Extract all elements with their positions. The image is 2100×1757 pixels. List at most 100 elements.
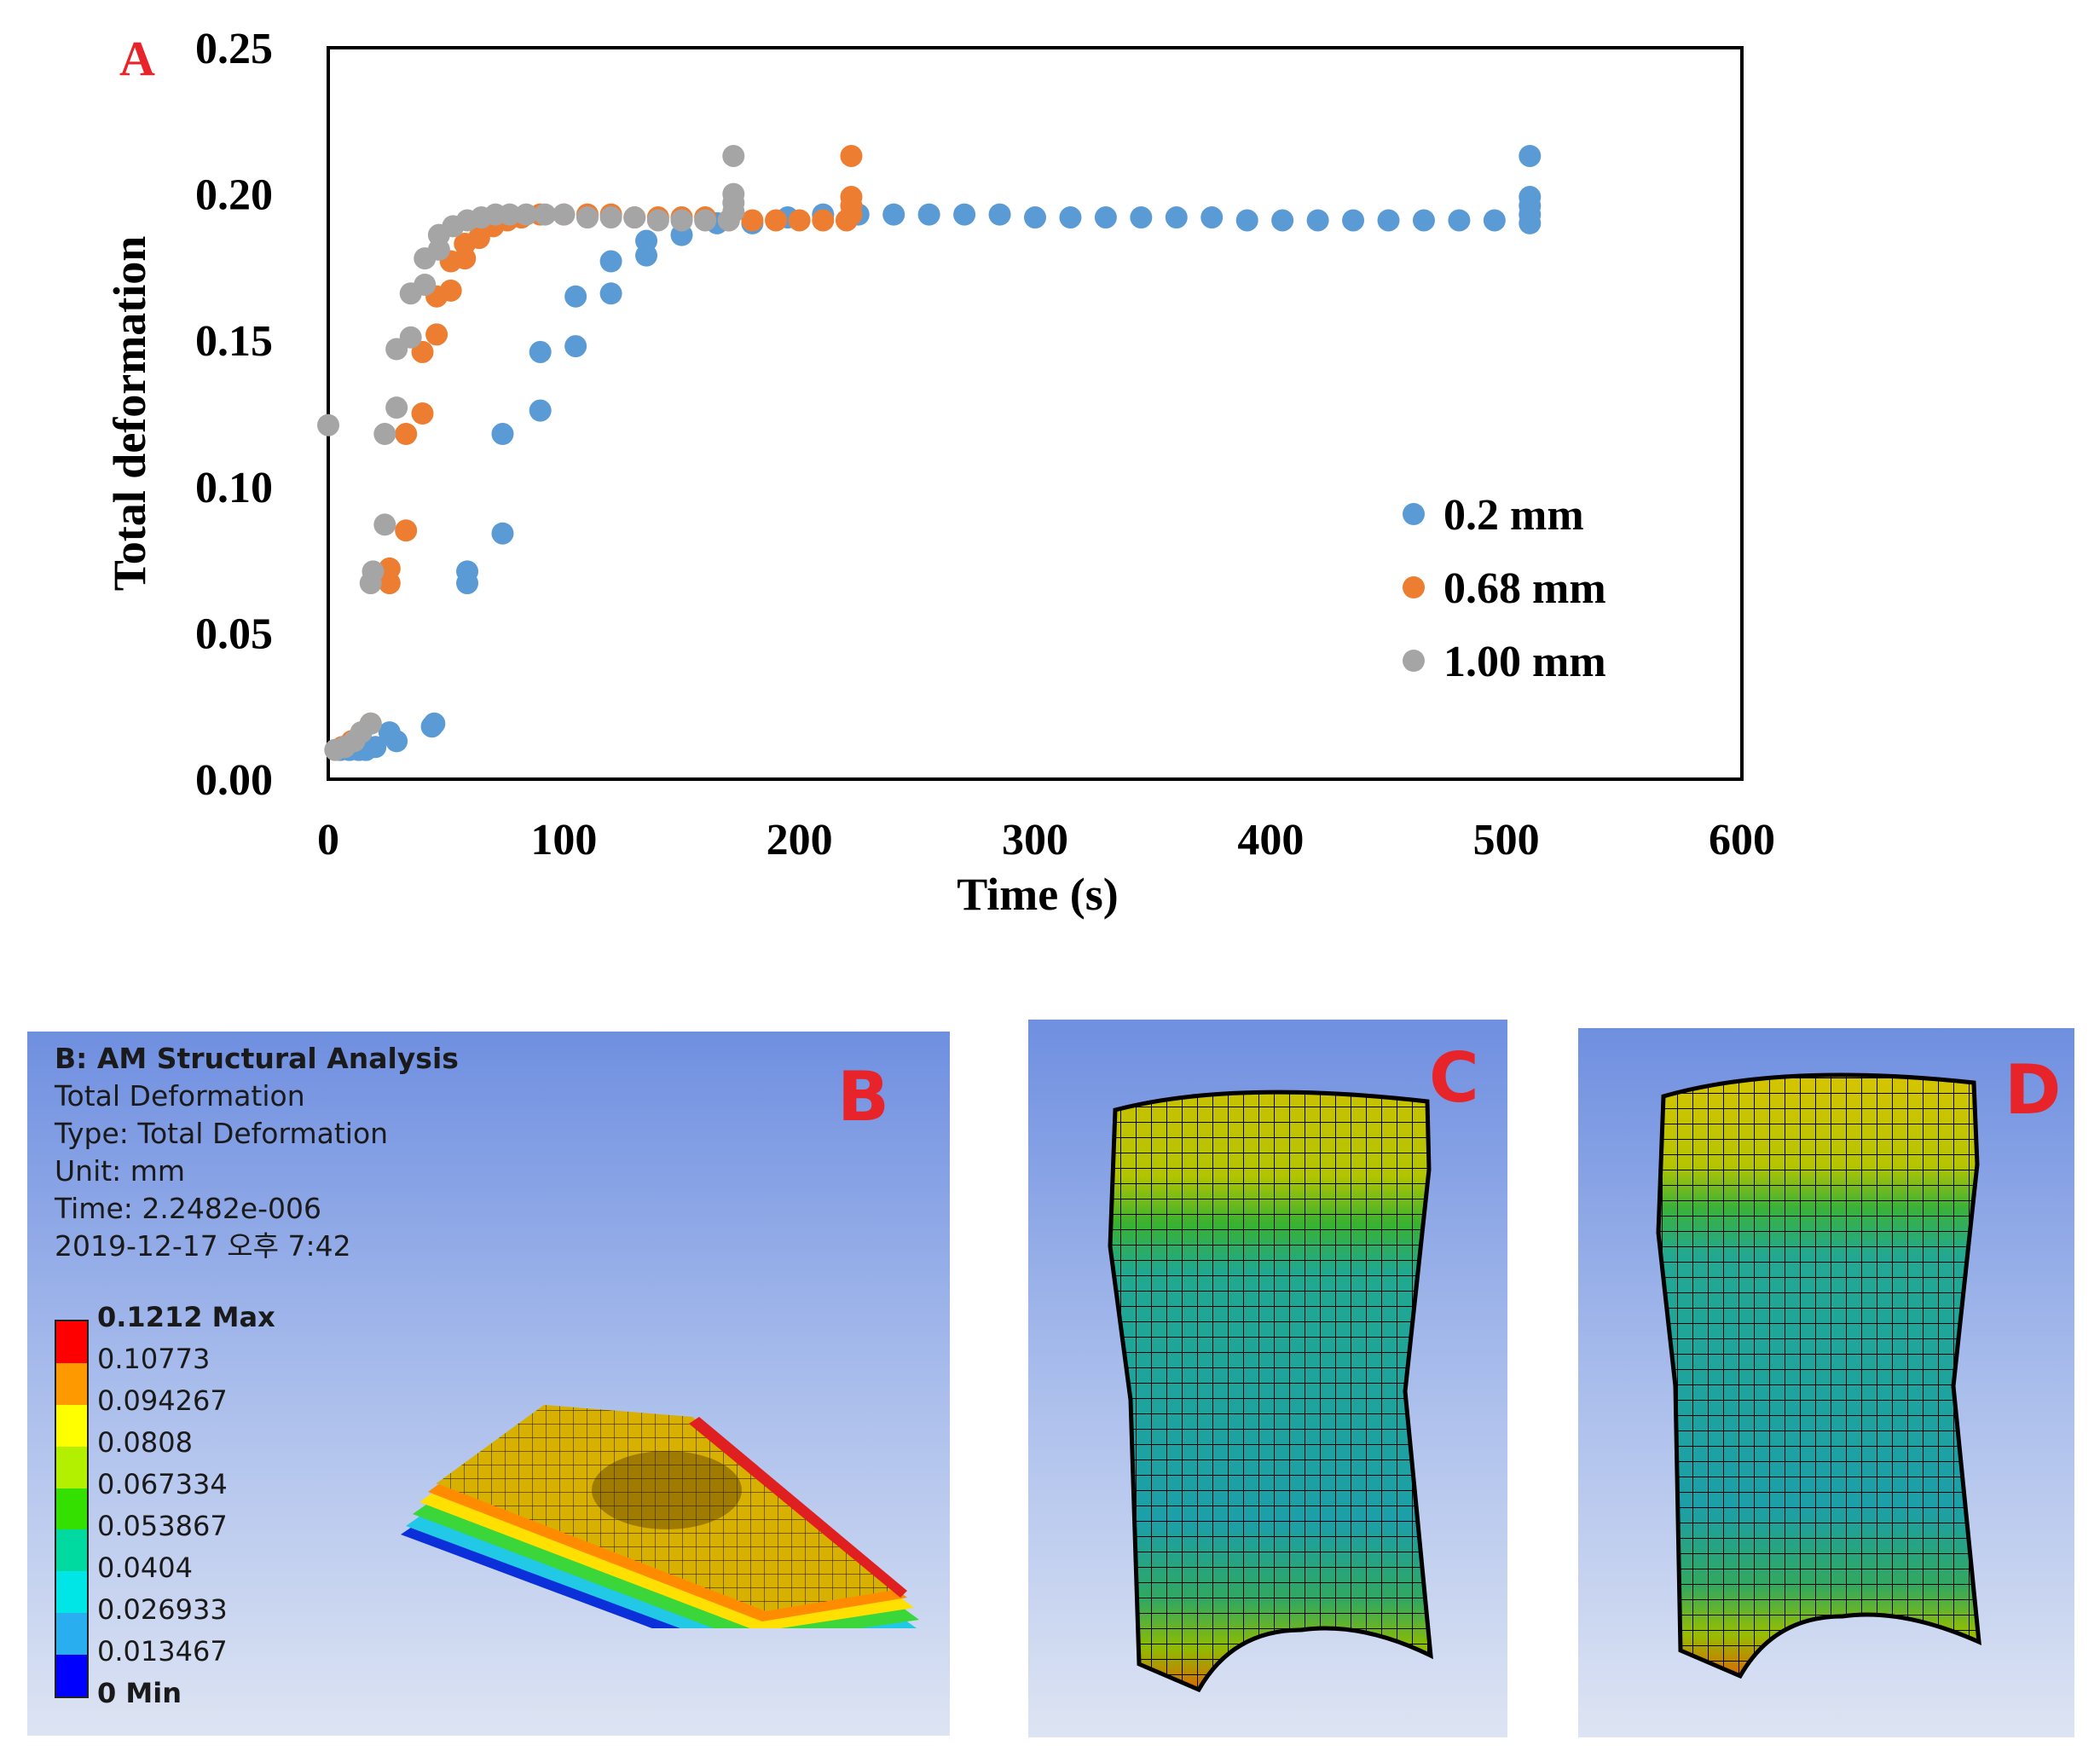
data-point (564, 285, 587, 308)
data-point (840, 144, 863, 167)
legend-label: 0.026933 (97, 1593, 228, 1626)
data-point (395, 423, 418, 446)
data-point (529, 399, 552, 422)
color-legend-bar (55, 1320, 89, 1698)
x-tick-label: 600 (1709, 816, 1775, 864)
data-point (1519, 186, 1542, 209)
data-point (599, 282, 622, 305)
legend-swatch (56, 1655, 87, 1696)
data-point (317, 413, 339, 436)
panel-d: D (1578, 1028, 2074, 1737)
legend-swatch (56, 1362, 87, 1405)
panel-b-letter: B (837, 1057, 889, 1136)
plot-frame (327, 46, 1744, 781)
data-point (1306, 209, 1329, 232)
panel-d-letter: D (2005, 1050, 2062, 1130)
data-point (988, 203, 1011, 226)
data-point (491, 522, 514, 545)
data-point (694, 209, 717, 232)
x-tick-label: 500 (1473, 816, 1540, 864)
legend-label: 0.2 mm (1443, 491, 1584, 540)
analysis-title: B: AM Structural Analysis (55, 1042, 459, 1075)
data-point (722, 182, 745, 205)
data-point (552, 203, 576, 226)
data-point (1059, 206, 1082, 229)
data-point (1130, 206, 1153, 229)
data-point (788, 209, 811, 232)
data-point (1483, 209, 1506, 232)
legend-label: 0.0404 (97, 1552, 193, 1584)
data-point (515, 203, 538, 226)
data-point (439, 279, 462, 302)
legend-marker (1403, 650, 1425, 672)
legend-swatch (56, 1529, 87, 1572)
data-point (623, 206, 646, 229)
data-point (491, 423, 514, 446)
info-line: 2019-12-17 오후 7:42 (55, 1229, 351, 1263)
data-point (882, 203, 905, 226)
data-point (1235, 209, 1258, 232)
data-point (534, 203, 557, 226)
deformed-plate-model (401, 1405, 919, 1628)
legend-label: 0.0808 (97, 1426, 193, 1459)
y-tick-label: 0.00 (195, 756, 273, 805)
data-point (385, 730, 408, 753)
data-point (359, 712, 382, 735)
panel-b: B: AM Structural Analysis Total Deformat… (27, 1032, 950, 1736)
y-tick-label: 0.20 (195, 171, 273, 220)
legend-label: 0.10773 (97, 1343, 211, 1375)
x-tick-label: 200 (767, 816, 833, 864)
legend-label: 0.067334 (97, 1468, 228, 1500)
data-point (425, 323, 448, 346)
y-tick-label: 0.10 (195, 464, 273, 512)
data-point (722, 144, 745, 167)
legend-label: 0.013467 (97, 1635, 228, 1667)
x-axis-label: Time (s) (957, 869, 1118, 920)
legend-label-max: 0.1212 Max (97, 1301, 275, 1333)
data-point (599, 250, 622, 273)
data-point (953, 203, 976, 226)
info-line: Unit: mm (55, 1154, 186, 1188)
panel-a: A 0.00 0.05 0.10 0.15 0.20 0.25 0 100 200 300 400… (104, 25, 1775, 920)
x-tick-label: 0 (317, 816, 339, 864)
legend-marker (1403, 576, 1425, 598)
legend-swatch (56, 1404, 87, 1447)
legend-swatch (56, 1613, 87, 1656)
x-tick-label: 100 (530, 816, 597, 864)
data-point (599, 206, 622, 229)
data-point (812, 209, 835, 232)
data-point (1271, 209, 1294, 232)
panel-c-letter: C (1429, 1038, 1479, 1118)
data-point (411, 402, 434, 425)
data-point (456, 560, 479, 583)
info-line: Type: Total Deformation (55, 1117, 389, 1150)
data-point (362, 560, 385, 583)
data-point (399, 326, 422, 349)
x-tick-label: 300 (1002, 816, 1068, 864)
y-tick-label: 0.15 (195, 317, 273, 366)
legend-swatch (56, 1321, 87, 1363)
data-point (1377, 209, 1400, 232)
data-point (373, 423, 396, 446)
chart-legend: 0.2 mm 0.68 mm 1.00 mm (1403, 491, 1606, 686)
data-point (414, 273, 437, 296)
y-tick-label: 0.25 (195, 25, 273, 73)
data-point (395, 519, 418, 542)
data-point (576, 206, 599, 229)
data-point (373, 513, 396, 536)
data-point (741, 209, 764, 232)
data-point (385, 396, 408, 419)
legend-label: 1.00 mm (1443, 638, 1606, 686)
panel-c: C (1028, 1020, 1507, 1737)
analysis-info: Total Deformation Type: Total Deformatio… (55, 1078, 388, 1265)
data-point (635, 229, 658, 252)
series-3 (317, 144, 745, 761)
data-point (765, 209, 788, 232)
legend-swatch (56, 1571, 87, 1614)
data-point (1165, 206, 1188, 229)
legend-label: 0.094267 (97, 1384, 228, 1417)
data-point (498, 203, 521, 226)
x-tick-label: 400 (1237, 816, 1304, 864)
y-tick-label: 0.05 (195, 610, 273, 658)
data-point (1342, 209, 1365, 232)
